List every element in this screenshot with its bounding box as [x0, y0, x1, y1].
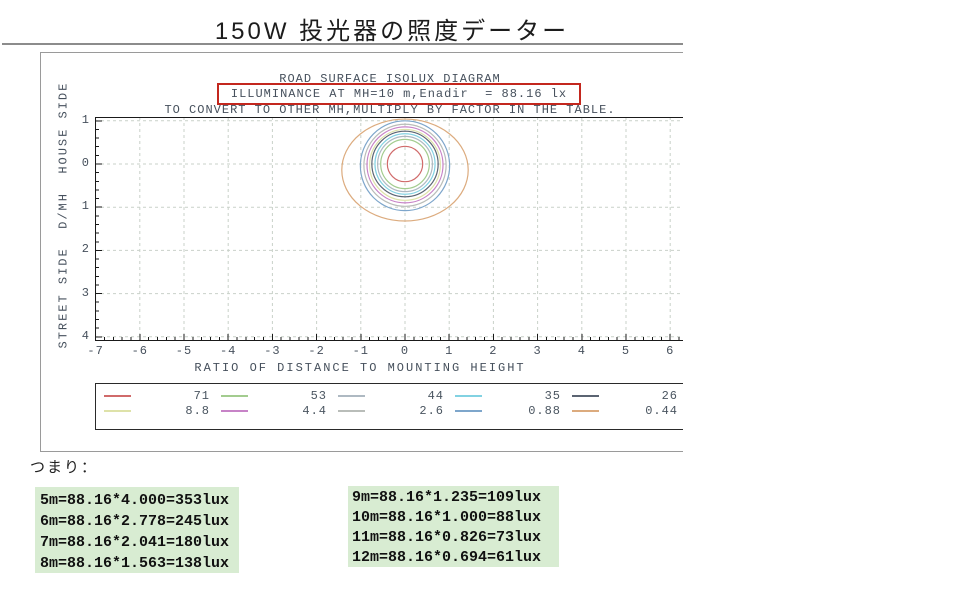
page-title: 150W 投光器の照度データー: [214, 18, 570, 45]
legend-swatch: [338, 409, 365, 412]
y-axis-title: STREET SIDE D/MH HOUSE SIDE: [56, 81, 71, 349]
legend-swatch: [104, 409, 131, 412]
isolux-contour-71: [386, 145, 424, 183]
legend-item: 4.4: [213, 403, 330, 418]
x-tick-label: 0: [400, 344, 410, 358]
x-tick-label: 1: [445, 344, 454, 358]
isolux-contour-0.44: [341, 118, 469, 222]
x-axis-title: RATIO OF DISTANCE TO MOUNTING HEIGHT: [194, 361, 526, 375]
x-tick-label: -7: [87, 344, 104, 358]
legend-item: 44: [330, 388, 447, 403]
calc-line: 12m=88.16*0.694=61lux: [352, 549, 542, 566]
isolux-contour-8.8: [369, 128, 441, 201]
y-tick-label: 3: [81, 285, 90, 300]
legend-item: 71: [96, 388, 213, 403]
legend-value: 2.6: [419, 403, 444, 418]
legend-value: 0.44: [645, 403, 678, 418]
legend-value: 26: [661, 388, 678, 403]
plot-area: [95, 117, 683, 341]
legend-swatch: [338, 394, 365, 397]
x-tick-label: -3: [264, 344, 281, 358]
title-divider: [2, 43, 683, 45]
isolux-contour-4.4: [366, 126, 444, 204]
legend-item: 0.44: [564, 403, 681, 418]
illuminance-highlight-box: ILLUMINANCE AT MH=10 m,Enadir = 88.16 lx: [217, 83, 581, 105]
calc-line: 8m=88.16*1.563=138lux: [40, 555, 230, 572]
legend-box: 71 53 44 35 26 8.8 4.4 2.6 0.88 0.44: [95, 383, 683, 430]
y-tick-label: 2: [81, 242, 90, 257]
isolux-contour-44: [376, 135, 434, 193]
isolux-contour-0.88: [359, 120, 451, 212]
legend-item: 53: [213, 388, 330, 403]
legend-swatch: [455, 409, 482, 412]
calc-line: 10m=88.16*1.000=88lux: [352, 509, 542, 526]
chart-conversion-note: TO CONVERT TO OTHER MH,MULTIPLY BY FACTO…: [164, 103, 616, 117]
legend-item: 35: [447, 388, 564, 403]
x-tick-label: -6: [131, 344, 148, 358]
x-tick-label: 2: [489, 344, 498, 358]
calc-line: 5m=88.16*4.000=353lux: [40, 492, 230, 509]
legend-item: 0.88: [447, 403, 564, 418]
isolux-contour-35: [374, 133, 436, 195]
y-tick-label: 1: [81, 112, 90, 127]
notes-intro: つまり：: [30, 459, 99, 476]
calc-box-right: 9m=88.16*1.235=109lux 10m=88.16*1.000=88l…: [348, 486, 559, 567]
calc-line: 7m=88.16*2.041=180lux: [40, 534, 230, 551]
x-tick-label: 6: [666, 344, 675, 358]
x-tick-label: -5: [175, 344, 193, 358]
legend-item: 2.6: [330, 403, 447, 418]
legend-value: 35: [544, 388, 561, 403]
x-tick-label: 5: [621, 344, 631, 358]
legend-item: 26: [564, 388, 681, 403]
y-tick-label: 1: [81, 199, 90, 214]
calc-line: 6m=88.16*2.778=245lux: [40, 513, 230, 530]
y-tick-label: 0: [81, 156, 90, 170]
calc-line: 9m=88.16*1.235=109lux: [352, 489, 542, 506]
chart-subtitle: ILLUMINANCE AT MH=10 m,Enadir = 88.16 lx: [230, 87, 568, 101]
legend-swatch: [221, 394, 248, 397]
legend-value: 44: [427, 388, 444, 403]
x-tick-label: 3: [533, 344, 542, 358]
isolux-contour-26: [371, 130, 439, 198]
x-tick-label: 4: [577, 344, 586, 358]
isolux-plot: [95, 117, 683, 341]
legend-swatch: [104, 394, 131, 397]
x-tick-label: -2: [308, 344, 325, 358]
legend-value: 71: [193, 388, 210, 403]
legend-value: 53: [310, 388, 327, 403]
legend-item: 8.8: [96, 403, 213, 418]
isolux-contour-53: [380, 138, 430, 190]
legend-swatch: [572, 409, 599, 412]
isolux-contour-2.6: [363, 123, 447, 207]
y-tick-label: 4: [81, 328, 90, 343]
chart-title: ROAD SURFACE ISOLUX DIAGRAM: [279, 72, 501, 86]
legend-swatch: [572, 394, 599, 397]
legend-value: 0.88: [528, 403, 561, 418]
x-tick-label: -1: [352, 344, 369, 358]
legend-swatch: [221, 409, 248, 412]
calc-box-left: 5m=88.16*4.000=353lux 6m=88.16*2.778=245l…: [35, 487, 239, 573]
legend-swatch: [455, 394, 482, 397]
legend-value: 8.8: [185, 403, 210, 418]
legend-value: 4.4: [302, 403, 327, 418]
calc-line: 11m=88.16*0.826=73lux: [352, 529, 542, 546]
x-tick-label: -4: [219, 344, 237, 358]
